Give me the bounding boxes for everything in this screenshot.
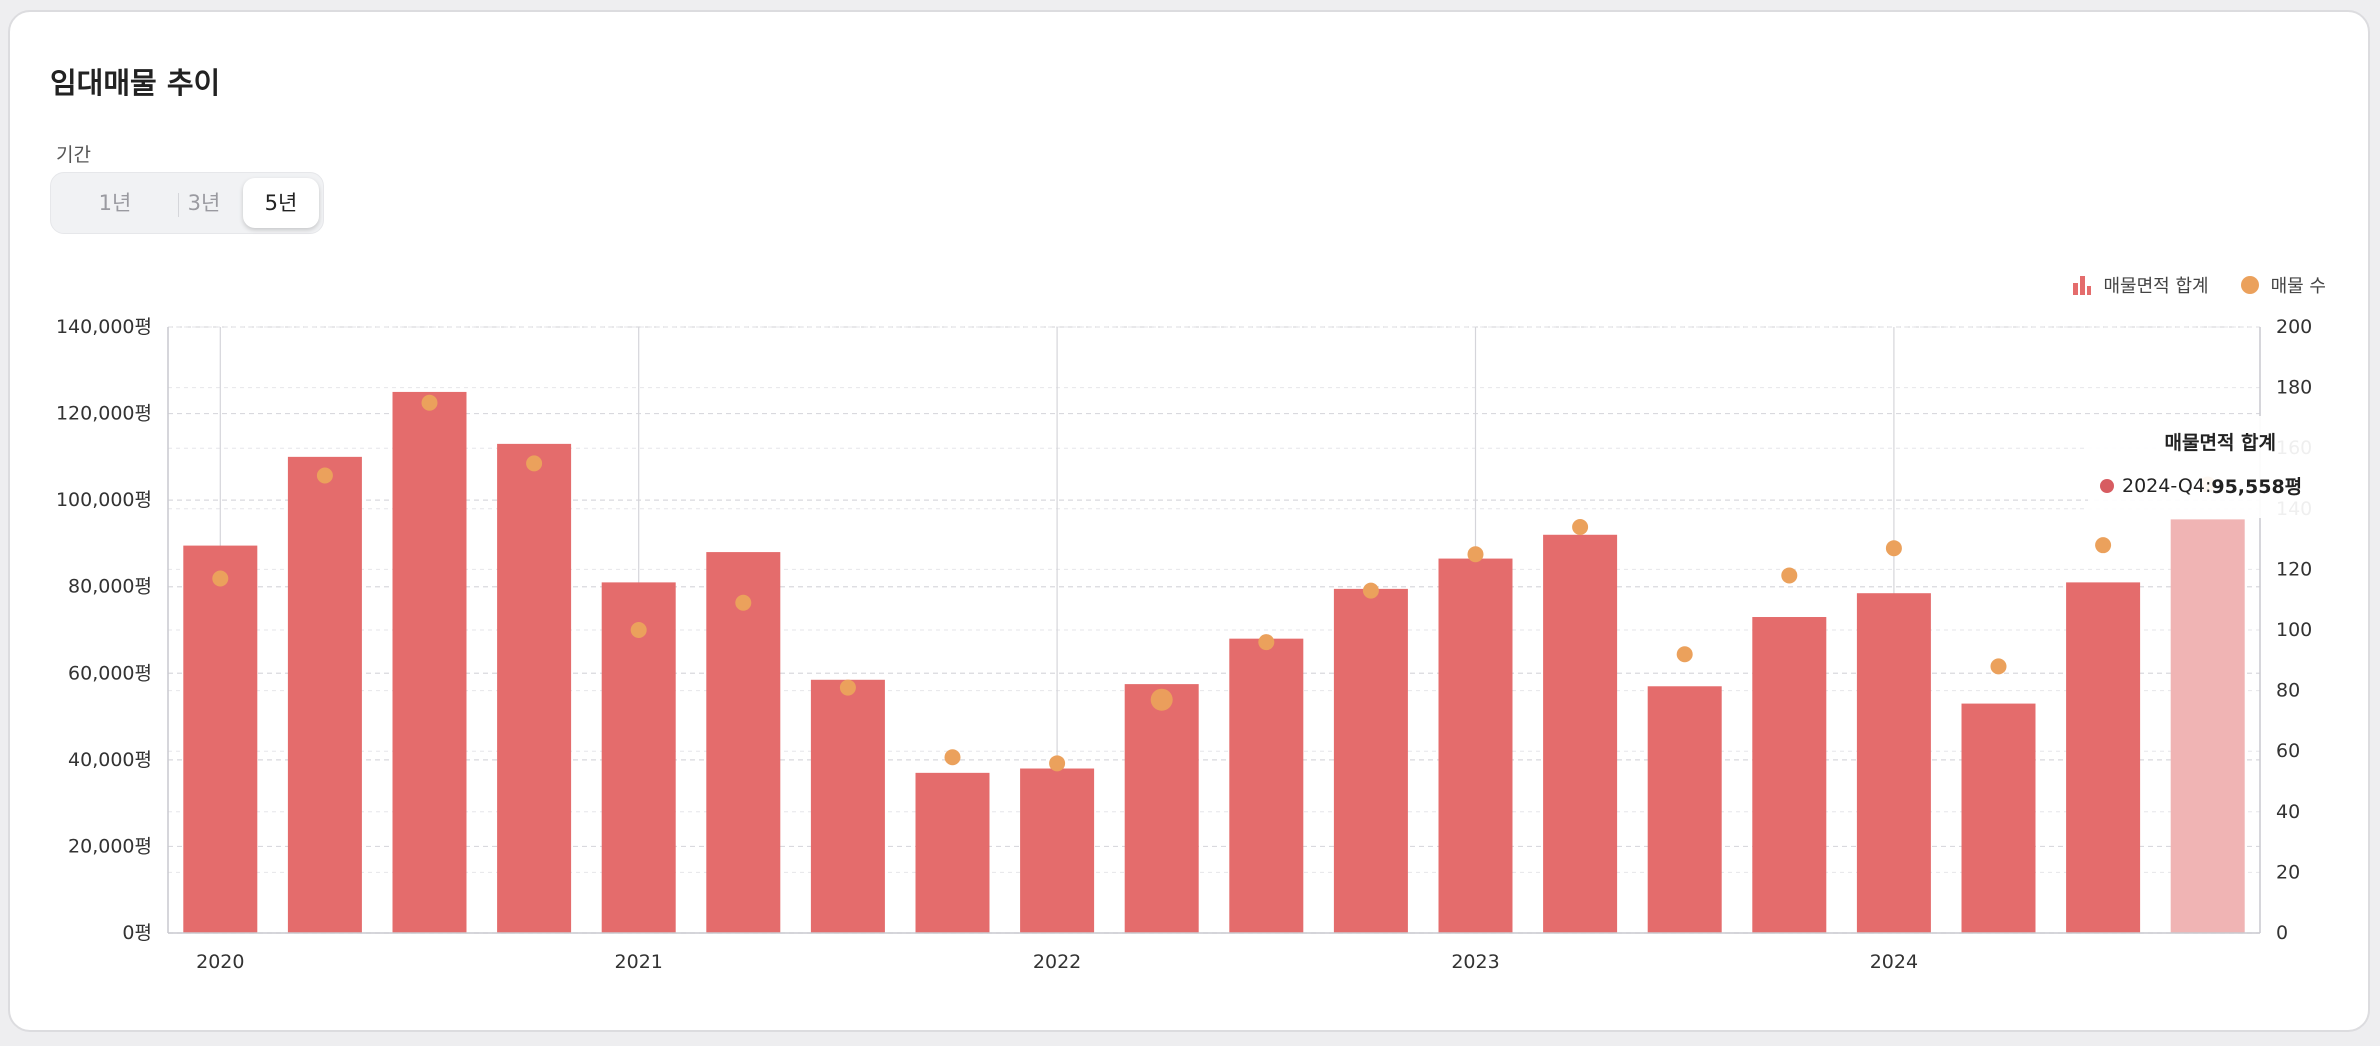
x-tick-label: 2024: [1870, 951, 1918, 973]
dot-2024-Q1: [1885, 540, 1902, 557]
dot-2022-Q3: [1258, 634, 1275, 651]
dot-2020-Q4: [526, 455, 543, 472]
y-left-tick-label: 120,000평: [56, 403, 152, 425]
tooltip-title: 매물면적 합계: [2164, 432, 2277, 454]
bar-2022-Q2: [1124, 684, 1199, 933]
y-right-tick-label: 0: [2276, 922, 2288, 944]
bar-2020-Q1: [183, 545, 258, 933]
chart-title: 임대매물 추이: [50, 66, 221, 100]
bar-2023-Q2: [1543, 534, 1618, 933]
y-left-tick-label: 80,000평: [68, 576, 152, 598]
legend-label-area: 매물면적 합계: [2103, 276, 2209, 297]
bar-2021-Q4: [915, 772, 990, 933]
bar-2022-Q4: [1333, 588, 1408, 933]
dot-2023-Q3: [1676, 646, 1693, 663]
chart-tooltip: 매물면적 합계 2024-Q4 : 95,558평: [2088, 416, 2312, 518]
y-right-tick-label: 200: [2276, 316, 2312, 338]
y-right-tick-label: 80: [2276, 680, 2300, 702]
legend-label-count: 매물 수: [2270, 276, 2326, 297]
y-left-tick-label: 60,000평: [68, 662, 152, 684]
x-tick-label: 2022: [1033, 951, 1081, 973]
bar-2020-Q4: [497, 443, 572, 933]
dot-2023-Q1: [1467, 546, 1484, 563]
tooltip-dot-icon: [2100, 478, 2114, 493]
y-right-tick-label: 100: [2276, 619, 2312, 641]
period-selector: 1년 3년 5년: [50, 172, 324, 234]
bar-2020-Q3: [392, 391, 467, 933]
dot-2020-Q3: [421, 394, 438, 411]
dot-2022-Q4: [1362, 582, 1379, 599]
y-left-tick-label: 140,000평: [56, 316, 152, 338]
dot-2024-Q3: [2095, 537, 2112, 554]
dot-2023-Q2: [1572, 518, 1589, 535]
bar-2024-Q2: [1961, 703, 2036, 933]
legend-item-count[interactable]: 매물 수: [2240, 272, 2326, 298]
bar-2022-Q1: [1020, 768, 1095, 933]
y-right-tick-label: 180: [2276, 377, 2312, 399]
dot-2024-Q2: [1990, 658, 2007, 675]
bar-2021-Q3: [810, 679, 885, 933]
y-left-tick-label: 40,000평: [68, 749, 152, 771]
x-tick-label: 2020: [196, 951, 244, 973]
x-tick-label: 2021: [615, 951, 663, 973]
segment-divider: [178, 193, 179, 217]
dot-2023-Q4: [1781, 567, 1798, 584]
period-option-5y[interactable]: 5년: [243, 178, 319, 228]
dot-2020-Q2: [316, 467, 333, 484]
bar-chart-icon: [2072, 276, 2091, 295]
bar-2023-Q4: [1752, 617, 1827, 933]
bar-2024-Q4: [2170, 519, 2245, 933]
period-option-1y[interactable]: 1년: [98, 191, 132, 215]
x-tick-label: 2023: [1451, 951, 1499, 973]
bar-2021-Q2: [706, 552, 781, 933]
dot-2022-Q1: [1049, 755, 1066, 772]
y-left-tick-label: 100,000평: [56, 489, 152, 511]
dot-2020-Q1: [212, 570, 229, 587]
y-left-tick-label: 0평: [122, 922, 152, 944]
y-right-tick-label: 60: [2276, 740, 2300, 762]
bar-2024-Q3: [2066, 582, 2141, 933]
bar-2021-Q1: [601, 582, 676, 933]
tooltip-row: 2024-Q4 : 95,558평: [2100, 472, 2302, 499]
y-right-tick-label: 20: [2276, 861, 2300, 883]
y-right-tick-label: 120: [2276, 558, 2312, 580]
dot-2021-Q1: [630, 622, 647, 638]
bar-2023-Q3: [1647, 686, 1722, 933]
bar-2023-Q1: [1438, 558, 1513, 933]
chart-legend: 매물면적 합계 매물 수: [2072, 272, 2326, 298]
bar-2022-Q3: [1229, 638, 1304, 933]
dot-2021-Q3: [839, 679, 856, 696]
legend-item-area[interactable]: 매물면적 합계: [2072, 272, 2209, 298]
dot-2021-Q4: [944, 749, 961, 766]
period-label: 기간: [56, 144, 91, 166]
period-option-3y[interactable]: 3년: [187, 191, 221, 215]
tooltip-value: 95,558평: [2211, 476, 2303, 498]
tooltip-separator: :: [2204, 474, 2212, 497]
y-right-tick-label: 40: [2276, 801, 2300, 823]
bar-2024-Q1: [1856, 593, 1931, 933]
y-left-tick-label: 20,000평: [68, 835, 152, 857]
bar-2020-Q2: [287, 456, 362, 933]
dot-icon: [2240, 276, 2259, 294]
dot-2021-Q2: [735, 594, 752, 611]
dot-2022-Q2: [1150, 688, 1173, 711]
tooltip-category: 2024-Q4: [2122, 474, 2205, 497]
